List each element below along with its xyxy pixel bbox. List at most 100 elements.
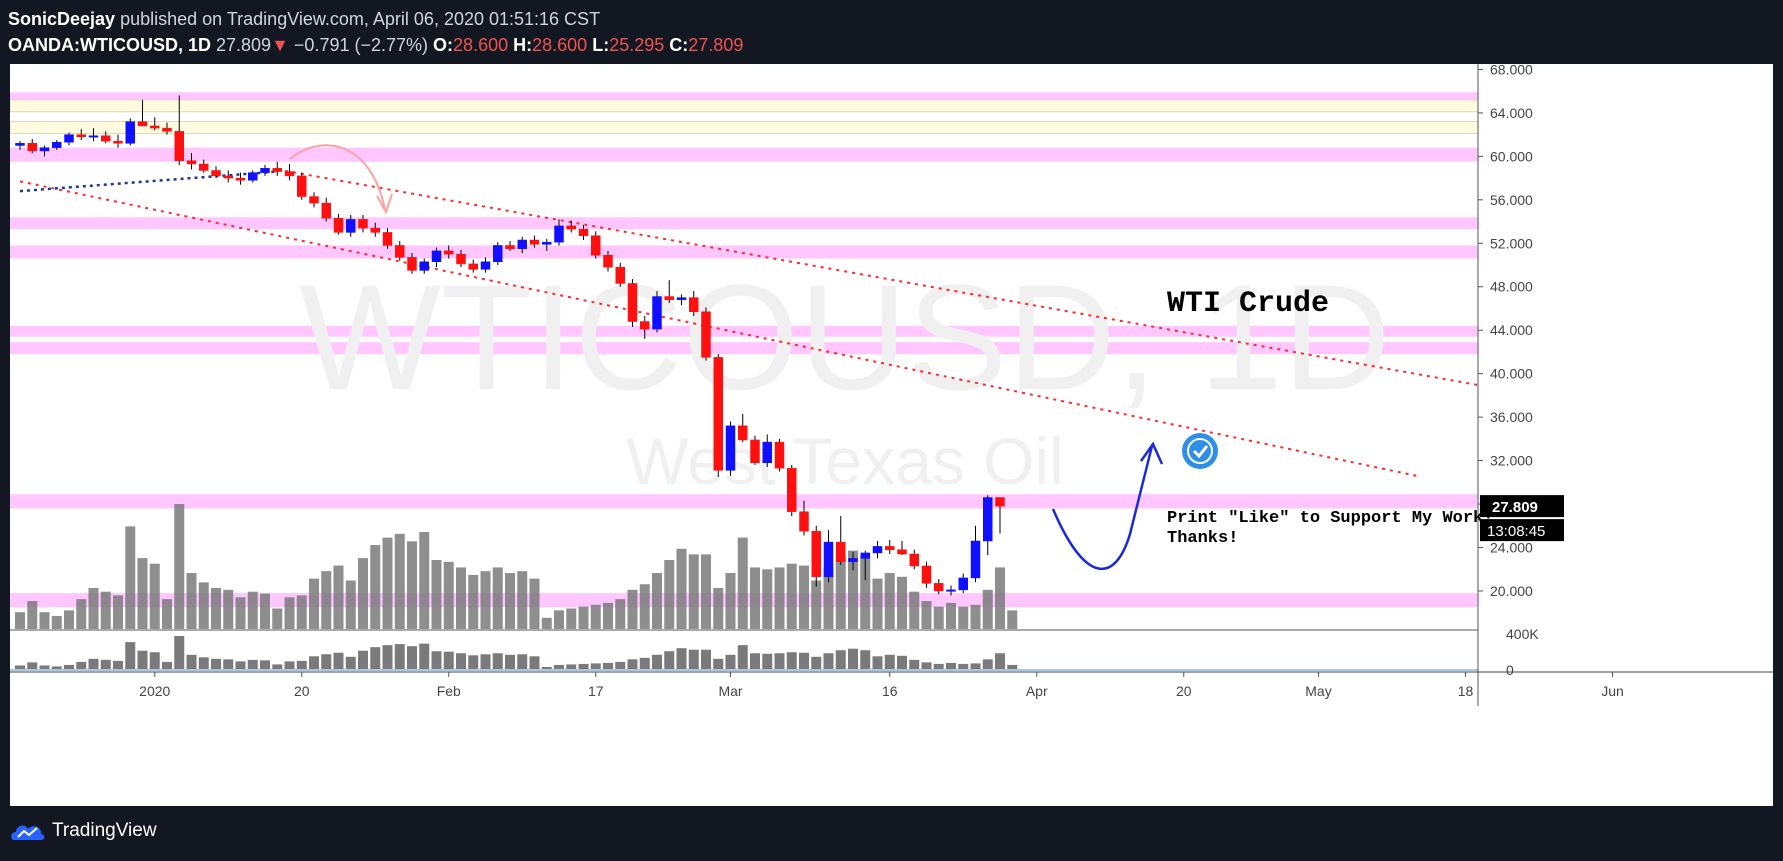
time-tick-label: 16: [882, 683, 898, 699]
footer-brand[interactable]: TradingView: [52, 820, 157, 841]
volume-bar: [1007, 610, 1018, 629]
candle-body: [431, 250, 442, 262]
candle: [689, 291, 699, 317]
volume-bar: [247, 591, 258, 629]
candle: [652, 291, 662, 333]
volume-bar: [701, 554, 711, 629]
candle: [419, 258, 429, 274]
countdown-marker: [1480, 519, 1564, 542]
candle: [382, 228, 393, 249]
sub-volume-bar: [100, 659, 111, 670]
price-axis-background: [1478, 64, 1773, 706]
candle: [983, 495, 993, 556]
volume-bar: [125, 526, 136, 629]
sub-volume-bar: [688, 649, 699, 670]
candle: [995, 497, 1005, 534]
candle-body: [101, 135, 111, 142]
volume-bar: [897, 576, 907, 629]
volume-bar: [933, 606, 944, 629]
candle: [836, 516, 846, 565]
volume-bar: [505, 573, 515, 629]
sub-volume-bar: [627, 659, 638, 670]
sub-volume-bar: [811, 656, 822, 670]
candle-body: [260, 168, 270, 173]
sub-volume-bar: [468, 655, 479, 670]
tradingview-logo-icon[interactable]: [10, 820, 46, 842]
candle-body: [358, 219, 368, 229]
sub-volume-bar: [676, 648, 687, 670]
curved-up-arrow: [1051, 445, 1154, 571]
sub-volume-bar: [554, 664, 564, 670]
candle-body: [823, 541, 834, 578]
sub-volume-bar: [260, 660, 270, 670]
candle: [591, 231, 601, 259]
sub-volume-bar: [786, 652, 797, 670]
sub-volume-bar: [137, 650, 148, 670]
candle-body: [591, 235, 601, 256]
volume-bar: [358, 558, 368, 629]
candle: [848, 551, 858, 571]
candle-body: [456, 253, 466, 265]
candle-body: [909, 553, 919, 567]
volume-bar: [443, 561, 454, 629]
support-resistance-zone: [10, 147, 1478, 162]
candle-body: [995, 497, 1005, 507]
price-tick-label: 52.000: [1490, 235, 1533, 251]
time-tick-label: Jun: [1601, 683, 1624, 699]
sub-volume-bar: [958, 663, 969, 670]
candle-body: [493, 245, 503, 262]
volume-bar: [688, 554, 699, 629]
volume-bar: [456, 567, 466, 629]
sub-volume-bar: [51, 666, 62, 670]
candle-body: [88, 135, 99, 138]
volume-bar: [982, 589, 993, 629]
time-tick-label: 18: [1458, 683, 1474, 699]
candle: [113, 134, 123, 148]
sub-volume-bar: [358, 650, 368, 670]
sub-volume-bar: [394, 644, 405, 670]
candle-body: [444, 250, 454, 255]
volume-bar: [345, 580, 356, 629]
time-tick-label: Feb: [437, 683, 461, 699]
candle-body: [297, 175, 307, 197]
sub-volume-bar: [76, 661, 87, 670]
candle-body: [529, 239, 540, 245]
volume-bar: [835, 556, 846, 629]
sub-volume-bar: [921, 662, 932, 670]
sub-volume-bar: [321, 654, 332, 670]
candlestick-chart[interactable]: WTICOUSD, 1D West Texas Oil 68.000 64.000…: [10, 64, 1773, 806]
candle-body: [774, 441, 785, 469]
volume-bar: [541, 617, 552, 629]
volume-bar: [419, 531, 430, 629]
candle: [211, 166, 221, 179]
time-tick-label: 17: [588, 683, 604, 699]
candle: [603, 250, 613, 272]
candle-body: [664, 296, 674, 301]
candle-body: [370, 227, 380, 233]
candle-body: [848, 558, 858, 562]
candle-body: [615, 266, 625, 284]
sub-volume-bar: [456, 653, 466, 670]
candle: [958, 573, 968, 594]
author-name[interactable]: SonicDeejay: [8, 9, 116, 29]
candle-body: [125, 121, 135, 144]
sub-volume-bar: [615, 661, 626, 670]
sub-volume-bar: [211, 658, 221, 670]
volume-bar: [909, 591, 920, 629]
volume-bar: [88, 587, 99, 629]
candle-body: [640, 321, 650, 330]
volume-bar: [529, 578, 540, 629]
yellow-zone: [10, 121, 1479, 134]
volume-bar: [370, 545, 381, 629]
candle-body: [248, 172, 258, 181]
low-value: 25.295: [609, 35, 665, 55]
volume-bar: [786, 563, 797, 629]
open-value: 28.600: [453, 35, 509, 55]
volume-bar: [198, 582, 209, 629]
check-badge-icon: [1182, 433, 1218, 469]
sub-volume-bar: [1007, 664, 1018, 670]
close-label: C:: [669, 35, 689, 55]
candle-body: [52, 141, 62, 148]
candle-body: [811, 530, 821, 578]
open-label: O:: [433, 35, 454, 55]
